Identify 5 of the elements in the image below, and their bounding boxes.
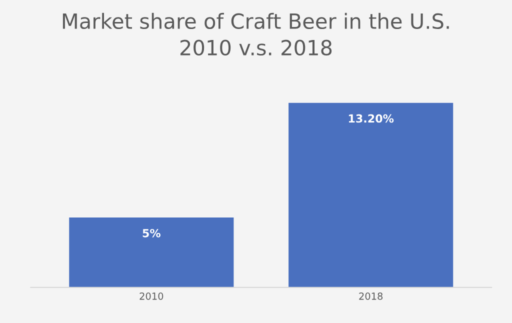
x-tick-label: 2018	[359, 292, 383, 300]
data-label: 5%	[142, 228, 160, 238]
chart-title: Market share of Craft Beer in the U.S. 2010 v.s. 2018	[62, 12, 449, 56]
data-label: 13.20%	[348, 114, 394, 123]
x-tick-label: 2010	[140, 292, 164, 300]
